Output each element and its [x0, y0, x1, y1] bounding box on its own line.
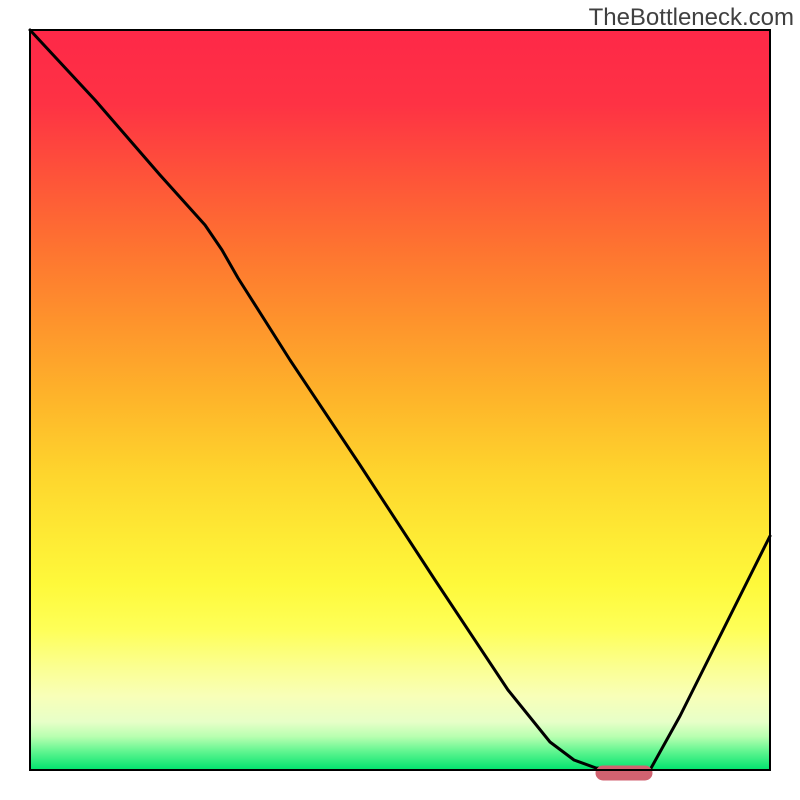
bottleneck-chart — [0, 0, 800, 800]
watermark-text: TheBottleneck.com — [589, 4, 794, 32]
plot-background — [30, 30, 770, 770]
optimal-marker — [596, 766, 652, 780]
chart-container: TheBottleneck.com — [0, 0, 800, 800]
